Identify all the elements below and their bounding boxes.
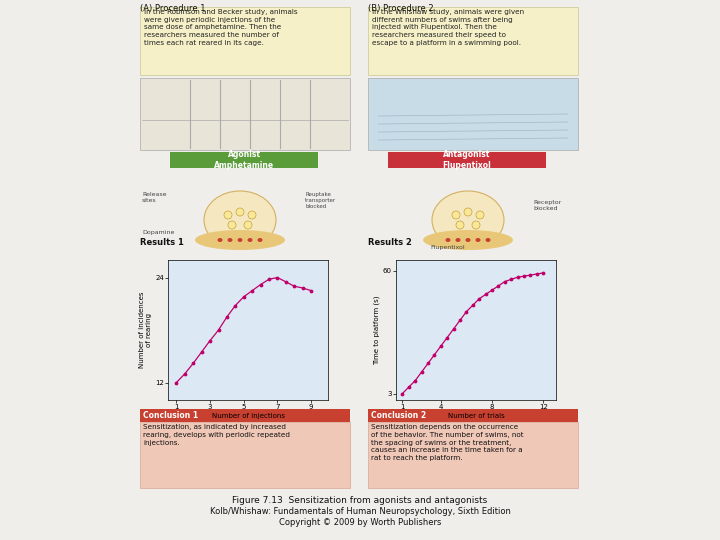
FancyBboxPatch shape (368, 7, 578, 75)
FancyBboxPatch shape (140, 422, 350, 488)
Point (499, 277, 510, 286)
Point (264, 275, 275, 284)
Ellipse shape (204, 191, 276, 249)
Text: Results 2: Results 2 (368, 238, 412, 247)
FancyBboxPatch shape (388, 152, 546, 168)
Text: Figure 7.13  Sensitization from agonists and antagonists: Figure 7.13 Sensitization from agonists … (233, 496, 487, 505)
Ellipse shape (466, 238, 470, 242)
Point (238, 293, 250, 301)
Text: Sensitization, as indicated by increased
rearing, develops with periodic repeate: Sensitization, as indicated by increased… (143, 424, 290, 446)
Ellipse shape (475, 238, 480, 242)
FancyBboxPatch shape (140, 7, 350, 75)
Text: Kolb/Whishaw: Fundamentals of Human Neuropsychology, Sixth Edition: Kolb/Whishaw: Fundamentals of Human Neur… (210, 507, 510, 516)
Point (221, 313, 233, 321)
Point (480, 290, 491, 299)
Point (397, 389, 408, 398)
Point (537, 268, 549, 277)
Point (518, 272, 530, 280)
FancyBboxPatch shape (140, 78, 350, 150)
Text: Flupentixol: Flupentixol (431, 246, 465, 251)
Point (213, 326, 225, 334)
Ellipse shape (248, 211, 256, 219)
Point (454, 316, 466, 325)
Text: (B) Procedure 2: (B) Procedure 2 (368, 4, 433, 13)
Point (422, 359, 433, 368)
Ellipse shape (476, 211, 484, 219)
Ellipse shape (248, 238, 253, 242)
Ellipse shape (446, 238, 451, 242)
Ellipse shape (224, 211, 232, 219)
Text: Sensitization depends on the occurrence
of the behavior. The number of swims, no: Sensitization depends on the occurrence … (371, 424, 523, 461)
Text: Receptor
blocked: Receptor blocked (533, 200, 562, 211)
Point (204, 336, 216, 345)
Text: (A) Procedure 1: (A) Procedure 1 (140, 4, 205, 13)
Text: Reuptake
transporter
blocked: Reuptake transporter blocked (305, 192, 336, 210)
Point (435, 342, 446, 350)
Point (179, 369, 191, 378)
Point (246, 286, 258, 295)
Ellipse shape (244, 221, 252, 229)
Point (474, 294, 485, 303)
Text: In the Whishaw study, animals were given
different numbers of swims after being
: In the Whishaw study, animals were given… (372, 9, 524, 46)
Point (416, 368, 428, 376)
Text: Copyright © 2009 by Worth Publishers: Copyright © 2009 by Worth Publishers (279, 518, 441, 527)
Point (171, 378, 182, 387)
Y-axis label: Number of incidences
of rearing: Number of incidences of rearing (139, 292, 152, 368)
Text: Conclusion 1: Conclusion 1 (143, 411, 198, 421)
Point (428, 350, 440, 359)
Ellipse shape (423, 230, 513, 250)
Point (525, 271, 536, 279)
Point (289, 282, 300, 291)
Point (531, 269, 543, 278)
Y-axis label: Time to platform (s): Time to platform (s) (374, 295, 380, 364)
Point (403, 383, 415, 391)
Ellipse shape (258, 238, 263, 242)
Point (512, 273, 523, 281)
Point (271, 273, 283, 282)
Ellipse shape (456, 238, 461, 242)
Point (255, 280, 266, 289)
Text: In the Robinson and Becker study, animals
were given periodic injections of the
: In the Robinson and Becker study, animal… (144, 9, 297, 46)
Text: Antagonist
Flupentixol: Antagonist Flupentixol (443, 150, 491, 170)
FancyBboxPatch shape (140, 409, 350, 422)
X-axis label: Number of trials: Number of trials (448, 413, 505, 419)
Ellipse shape (472, 221, 480, 229)
Ellipse shape (485, 238, 490, 242)
Point (187, 359, 199, 368)
Ellipse shape (228, 238, 233, 242)
Point (305, 286, 317, 295)
Ellipse shape (456, 221, 464, 229)
Point (505, 275, 517, 284)
Ellipse shape (464, 208, 472, 216)
X-axis label: Number of injections: Number of injections (212, 413, 284, 419)
Text: Dopamine: Dopamine (142, 230, 174, 235)
Point (461, 307, 472, 316)
FancyBboxPatch shape (170, 152, 318, 168)
Ellipse shape (195, 230, 285, 250)
Point (448, 325, 459, 333)
Ellipse shape (228, 221, 236, 229)
Text: Agonist
Amphetamine: Agonist Amphetamine (214, 150, 274, 170)
Text: Release
sites: Release sites (142, 192, 166, 203)
FancyBboxPatch shape (368, 409, 578, 422)
Point (196, 348, 207, 356)
Point (280, 278, 292, 286)
Text: Conclusion 2: Conclusion 2 (371, 411, 426, 421)
Point (230, 301, 241, 310)
Point (297, 284, 308, 292)
Ellipse shape (452, 211, 460, 219)
FancyBboxPatch shape (368, 422, 578, 488)
Point (441, 333, 453, 342)
Point (492, 281, 504, 290)
Point (486, 286, 498, 294)
Ellipse shape (217, 238, 222, 242)
Point (467, 301, 479, 309)
Ellipse shape (432, 191, 504, 249)
Ellipse shape (238, 238, 243, 242)
FancyBboxPatch shape (368, 78, 578, 150)
Text: Results 1: Results 1 (140, 238, 184, 247)
Point (410, 376, 421, 385)
Ellipse shape (236, 208, 244, 216)
